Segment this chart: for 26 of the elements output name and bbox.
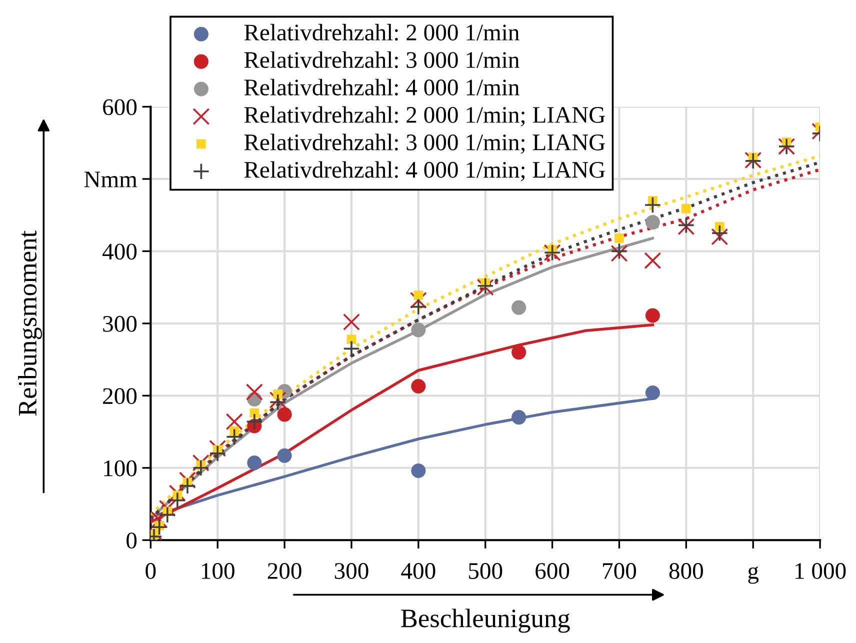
x-tick-label: 500 [469, 563, 502, 579]
x-tick-label: 400 [401, 563, 436, 579]
y-axis-title: Reibungsmoment [18, 230, 42, 416]
y-tick-label: 300 [103, 316, 137, 332]
y-tick-label: Nmm [84, 172, 138, 188]
x-tick-label: g [748, 566, 759, 584]
y-tick-label: 600 [103, 99, 137, 116]
x-tick-label: 300 [334, 563, 368, 579]
x-tick-label: 0 [146, 563, 156, 579]
x-tick-label: 1 000 [796, 563, 846, 579]
x-tick-label: 800 [669, 563, 703, 579]
legend-label: Relativdrehzahl: 3 000 1/min [244, 51, 520, 68]
x-tick-label: 700 [603, 563, 636, 579]
legend-label: Relativdrehzahl: 3 000 1/min; LIANG [244, 134, 605, 154]
y-tick-label: 0 [126, 532, 137, 549]
x-tick-label: 200 [268, 563, 302, 579]
legend-label: Relativdrehzahl: 2 000 1/min; LIANG [244, 106, 605, 126]
legend-label: Relativdrehzahl: 4 000 1/min [244, 78, 520, 96]
legend-label: Relativdrehzahl: 2 000 1/min [244, 24, 520, 41]
y-tick-label: 200 [103, 388, 137, 404]
legend-label: Relativdrehzahl: 4 000 1/min; LIANG [244, 161, 605, 182]
x-tick-label: 600 [536, 563, 570, 579]
y-tick-label: 400 [102, 244, 137, 260]
x-tick-label: 100 [202, 563, 234, 579]
x-axis-title: Beschleunigung [401, 608, 570, 633]
y-tick-label: 100 [104, 460, 137, 476]
